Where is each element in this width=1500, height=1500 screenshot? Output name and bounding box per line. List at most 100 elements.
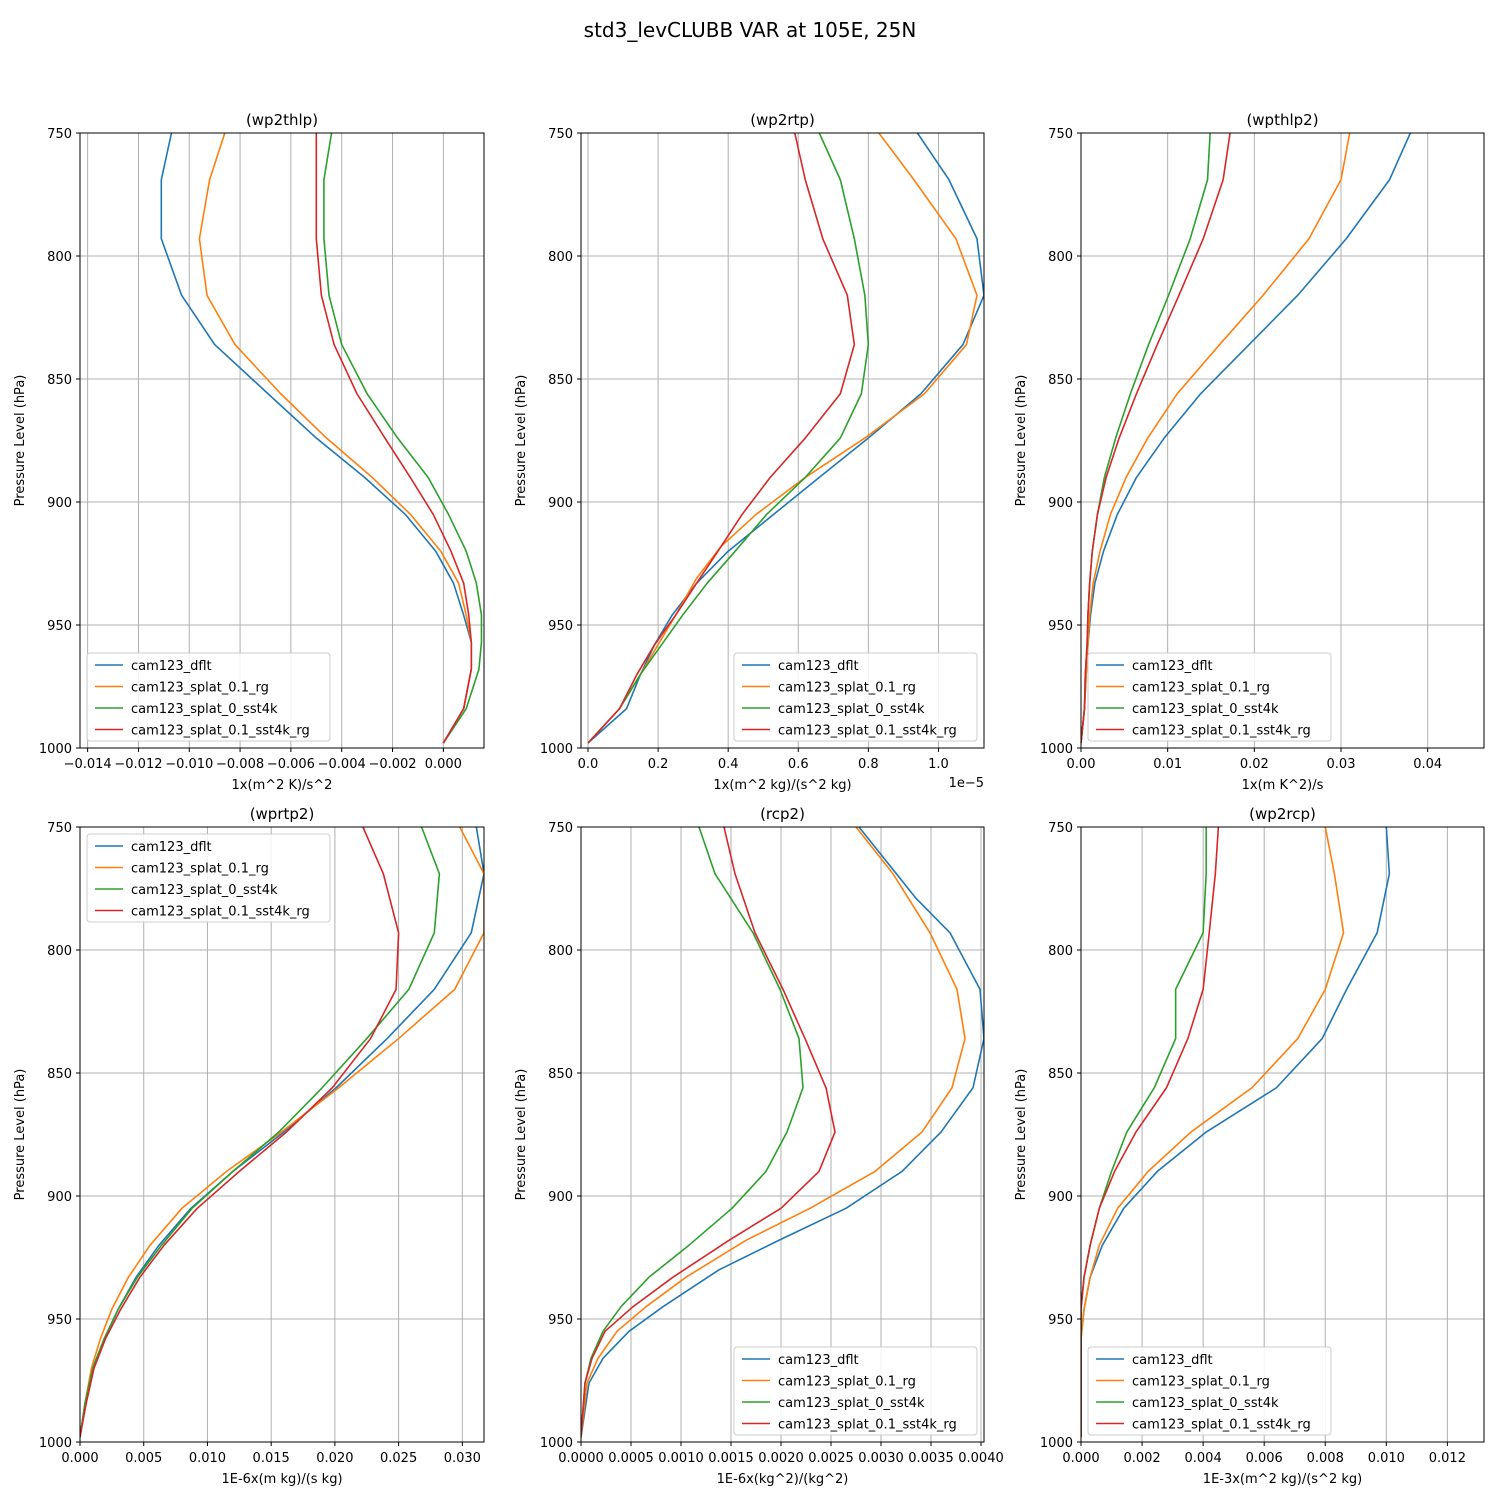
x-tick-label: 1.0 — [928, 757, 949, 772]
y-tick-label: 1000 — [1040, 1436, 1073, 1451]
series-line-cam123_splat_0_sst4k — [1081, 827, 1207, 1438]
y-tick-label: 800 — [548, 944, 573, 959]
legend-label: cam123_splat_0.1_rg — [1132, 1375, 1270, 1390]
series-line-cam123_dflt — [581, 827, 984, 1438]
x-tick-label: 0.00 — [1067, 757, 1096, 772]
x-tick-label: 0.030 — [444, 1451, 481, 1466]
series-line-cam123_dflt — [587, 133, 984, 744]
x-tick-label: 0.0 — [578, 757, 599, 772]
series-line-cam123_splat_0_sst4k — [587, 133, 870, 744]
axes-frame — [580, 132, 985, 749]
y-tick-label: 850 — [47, 1067, 72, 1082]
x-tick-label: 0.0015 — [708, 1451, 754, 1466]
chart-title: (wp2thlp) — [246, 111, 318, 129]
legend: cam123_dflt cam123_splat_0.1_rg cam123_spl… — [733, 1346, 978, 1436]
series-line-cam123_splat_0.1_rg — [587, 133, 978, 744]
x-offset-label: 1e−5 — [949, 776, 984, 791]
y-tick-label: 850 — [548, 373, 573, 388]
axes-frame — [1080, 826, 1485, 1443]
y-tick-label: 1000 — [39, 1436, 72, 1451]
legend-frame — [1087, 652, 1332, 742]
legend-label: cam123_splat_0.1_sst4k_rg — [778, 1418, 957, 1433]
legend-frame — [86, 833, 331, 923]
y-tick-label: 850 — [548, 1067, 573, 1082]
chart-title: (wp2rtp) — [750, 111, 815, 129]
y-tick-label: 750 — [47, 821, 72, 836]
chart-panel-1: −0.014 −0.012 −0.010 −0.008 −0.006 −0.004 −0.0… — [13, 111, 485, 793]
x-tick-label: −0.004 — [318, 757, 366, 772]
x-tick-label: 0.000 — [61, 1451, 98, 1466]
legend-label: cam123_splat_0.1_sst4k_rg — [131, 724, 310, 739]
series-line-cam123_splat_0.1_sst4k_rg — [1081, 827, 1220, 1438]
x-tick-label: 0.8 — [858, 757, 879, 772]
x-tick-label: 0.6 — [788, 757, 809, 772]
series-line-cam123_splat_0_sst4k — [323, 133, 483, 744]
chart-title: (wpthlp2) — [1246, 111, 1318, 129]
y-tick-label: 900 — [47, 1190, 72, 1205]
y-tick-label: 900 — [1048, 1190, 1073, 1205]
axes-frame — [79, 132, 485, 749]
series-line-cam123_splat_0.1_rg — [581, 827, 966, 1438]
x-tick-label: −0.010 — [165, 757, 213, 772]
x-tick-label: 0.0000 — [558, 1451, 604, 1466]
series-group — [80, 827, 484, 1438]
chart-panel-5: 0.0000 0.0005 0.0010 0.0015 0.0020 0.0025 0.00… — [514, 805, 1004, 1487]
x-tick-label: 0.0030 — [858, 1451, 904, 1466]
legend-label: cam123_splat_0.1_rg — [778, 681, 916, 696]
y-tick-label: 950 — [548, 619, 573, 634]
x-axis-label: 1E-6x(m kg)/(s kg) — [221, 1472, 342, 1487]
x-tick-label: 0.2 — [648, 757, 669, 772]
y-tick-label: 850 — [47, 373, 72, 388]
legend-label: cam123_splat_0.1_rg — [1132, 681, 1270, 696]
chart-panel-4: 0.000 0.005 0.010 0.015 0.020 0.025 0.030 750 80… — [13, 805, 485, 1487]
legend-frame — [1087, 1346, 1332, 1436]
series-line-cam123_splat_0.1_sst4k_rg — [80, 827, 400, 1438]
legend-label: cam123_splat_0_sst4k — [131, 883, 278, 898]
x-tick-label: 0.008 — [1307, 1451, 1344, 1466]
series-group — [1081, 827, 1391, 1438]
series-line-cam123_splat_0.1_rg — [1081, 133, 1351, 744]
legend-label: cam123_splat_0.1_sst4k_rg — [1132, 724, 1311, 739]
y-tick-label: 1000 — [540, 742, 573, 757]
chart-panel-2: 0.0 0.2 0.4 0.6 0.8 1.0 750 800 850 900 950 1000 (wp… — [514, 111, 985, 793]
series-line-cam123_splat_0.1_sst4k_rg — [315, 133, 473, 744]
legend-label: cam123_dflt — [131, 659, 212, 674]
x-tick-label: 0.01 — [1153, 757, 1182, 772]
x-tick-label: 0.010 — [189, 1451, 226, 1466]
x-tick-label: 0.000 — [1062, 1451, 1099, 1466]
y-tick-label: 1000 — [540, 1436, 573, 1451]
legend-label: cam123_splat_0.1_sst4k_rg — [778, 724, 957, 739]
chart-panel-3: 0.00 0.01 0.02 0.03 0.04 750 800 850 900 950 1000 (… — [1014, 111, 1485, 793]
x-tick-label: 0.0020 — [758, 1451, 804, 1466]
y-axis-label: Pressure Level (hPa) — [13, 375, 28, 507]
legend: cam123_dflt cam123_splat_0.1_rg cam123_spl… — [86, 652, 331, 742]
x-tick-label: 0.000 — [425, 757, 462, 772]
y-axis-label: Pressure Level (hPa) — [514, 1069, 529, 1201]
x-tick-label: 0.0040 — [958, 1451, 1004, 1466]
x-tick-label: 0.020 — [316, 1451, 353, 1466]
y-tick-label: 850 — [1048, 373, 1073, 388]
x-tick-label: 0.4 — [718, 757, 739, 772]
series-group — [581, 827, 984, 1438]
y-tick-label: 800 — [1048, 250, 1073, 265]
x-tick-label: 0.0010 — [658, 1451, 704, 1466]
series-group — [160, 133, 483, 744]
y-tick-label: 900 — [47, 496, 72, 511]
y-tick-label: 750 — [548, 821, 573, 836]
legend-label: cam123_splat_0_sst4k — [1132, 702, 1279, 717]
legend-label: cam123_splat_0_sst4k — [131, 702, 278, 717]
axes-frame — [1080, 132, 1485, 749]
x-tick-label: 0.002 — [1123, 1451, 1160, 1466]
legend-label: cam123_dflt — [778, 1353, 859, 1368]
y-axis-label: Pressure Level (hPa) — [13, 1069, 28, 1201]
y-tick-label: 900 — [1048, 496, 1073, 511]
figure-title: std3_levCLUBB VAR at 105E, 25N — [584, 18, 917, 42]
y-tick-label: 800 — [1048, 944, 1073, 959]
y-tick-label: 900 — [548, 496, 573, 511]
legend-label: cam123_splat_0.1_rg — [131, 681, 269, 696]
x-tick-label: 0.025 — [380, 1451, 417, 1466]
y-tick-label: 800 — [47, 250, 72, 265]
axes-frame — [580, 826, 985, 1443]
legend-frame — [733, 652, 978, 742]
